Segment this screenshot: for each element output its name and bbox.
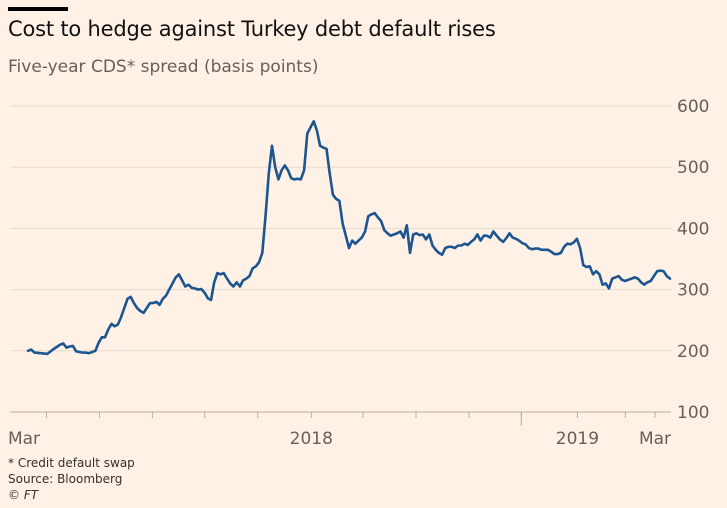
x-axis: Mar 2018 2019 Mar (8, 412, 671, 449)
y-tick-label: 100 (677, 403, 709, 423)
chart-title: Cost to hedge against Turkey debt defaul… (8, 17, 496, 41)
series-line (26, 120, 672, 356)
y-tick-label: 600 (677, 97, 709, 117)
y-tick-label: 200 (677, 342, 709, 362)
y-tick-label: 400 (677, 219, 709, 239)
y-axis-tick-labels: 100 200 300 400 500 600 (677, 97, 709, 423)
x-tick-label: 2018 (290, 429, 333, 449)
y-tick-label: 300 (677, 281, 709, 301)
source-note: Source: Bloomberg (8, 472, 123, 486)
x-tick-label: Mar (8, 429, 40, 449)
x-tick-label: Mar (639, 429, 671, 449)
series-layer (26, 120, 672, 356)
footnote: * Credit default swap (8, 456, 135, 470)
copyright-note: © FT (8, 488, 39, 502)
y-tick-label: 500 (677, 158, 709, 178)
title-accent-bar (8, 7, 68, 11)
x-tick-label: 2019 (556, 429, 599, 449)
gridlines (10, 105, 671, 413)
chart-subtitle: Five-year CDS* spread (basis points) (8, 57, 319, 77)
